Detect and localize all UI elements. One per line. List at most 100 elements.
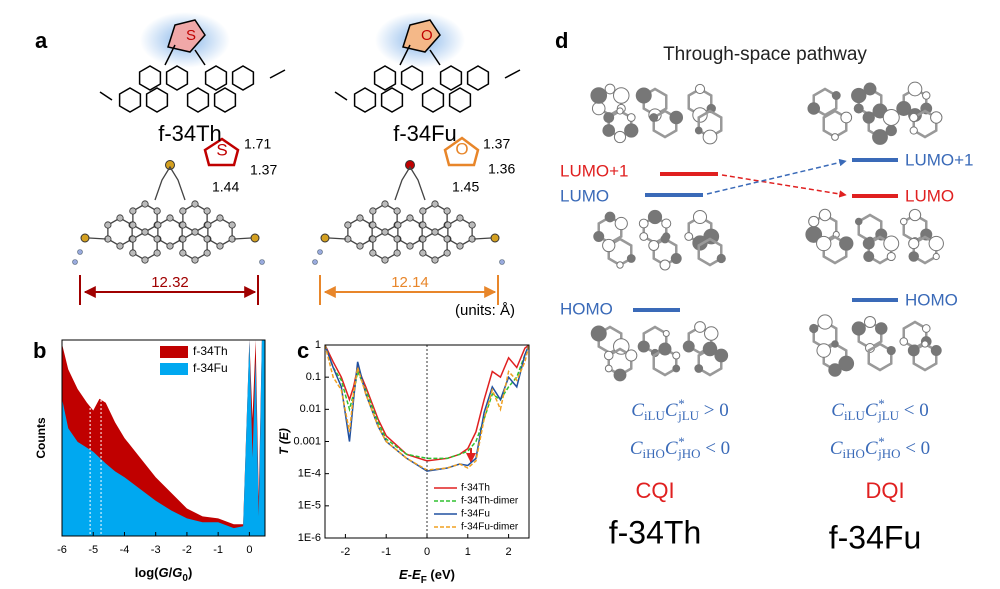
formula-part: jLU <box>677 408 700 423</box>
atom <box>381 256 389 264</box>
atom <box>179 249 187 257</box>
formula-part: * <box>878 434 885 449</box>
legend-label: f-34Th <box>193 344 228 358</box>
atom <box>468 221 476 229</box>
label-part: F <box>421 575 427 586</box>
formula-part: C <box>865 400 878 421</box>
atom <box>419 207 427 215</box>
atom <box>203 235 211 243</box>
orbital <box>614 216 628 231</box>
hydrogen <box>77 249 83 255</box>
orbital <box>899 217 908 226</box>
orbital <box>602 124 616 137</box>
x-tick-label: -5 <box>88 544 98 556</box>
x-axis-label: E-EF (eV) <box>399 567 455 585</box>
atom <box>419 235 427 243</box>
legend-label: f-34Fu <box>461 509 490 520</box>
atom <box>179 221 187 229</box>
x-axis-label: log(G/G0) <box>135 565 193 583</box>
orbital <box>692 235 708 251</box>
orbital <box>593 231 605 242</box>
y-tick-label: 1 <box>315 339 321 351</box>
orbital <box>885 124 897 137</box>
label-part: ) <box>188 565 192 580</box>
atom: S <box>186 27 196 44</box>
x-tick-label: -2 <box>182 544 192 556</box>
bond-length: 1.37 <box>250 162 277 178</box>
orbital <box>909 126 918 135</box>
orbital <box>839 236 854 251</box>
orbital <box>909 112 919 123</box>
atom <box>191 228 199 236</box>
atom <box>165 160 175 170</box>
y-tick-label: 1E-6 <box>298 532 321 544</box>
ring <box>372 231 398 261</box>
formula-part: < 0 <box>700 438 730 459</box>
orbital <box>692 209 708 225</box>
bond <box>504 69 521 79</box>
atom <box>116 242 124 250</box>
label-part: (eV) <box>427 567 455 582</box>
orbital <box>817 314 833 330</box>
orbital <box>639 232 649 241</box>
panel-label: a <box>35 28 48 53</box>
formula-part: C <box>865 438 878 459</box>
orbital <box>702 129 718 145</box>
bond <box>328 237 347 240</box>
ring <box>466 65 490 91</box>
orbital <box>662 329 670 338</box>
legend-label: f-34Fu-dimer <box>461 522 519 533</box>
orbital <box>694 83 706 95</box>
orbital <box>647 209 663 225</box>
atom <box>320 233 330 243</box>
y-tick-label: 1E-5 <box>298 500 321 512</box>
orbital <box>658 342 672 356</box>
atom <box>116 214 124 222</box>
orbital <box>840 111 853 124</box>
hydrogen <box>72 259 78 265</box>
orbital <box>613 130 627 144</box>
ring <box>439 65 463 91</box>
bond <box>99 91 113 101</box>
atom <box>228 221 236 229</box>
charts: b-6 -5 -4 -3 -2 -1 0log(G/G0)Countsf-34Thf-34F… <box>33 338 530 586</box>
hydrogen <box>259 259 265 265</box>
atom <box>369 249 377 257</box>
orbital <box>863 82 877 96</box>
plot <box>62 340 265 536</box>
x-tick-label: -2 <box>341 546 351 558</box>
orbital <box>638 218 649 229</box>
ring <box>132 203 158 233</box>
atom <box>431 256 439 264</box>
ring <box>448 87 472 113</box>
orbital <box>625 349 638 362</box>
line <box>325 345 529 472</box>
ring <box>353 87 377 113</box>
ring <box>697 237 723 267</box>
distance: 12.14 <box>391 274 429 291</box>
orbital <box>808 215 820 228</box>
bond <box>88 237 107 240</box>
line <box>325 345 529 471</box>
bond-length: 1.36 <box>488 161 515 177</box>
formula-part: jLU <box>877 408 900 423</box>
hydrogen <box>317 249 323 255</box>
atom <box>191 256 199 264</box>
ring <box>138 65 162 91</box>
orbital <box>886 251 896 262</box>
atom <box>356 242 364 250</box>
orbital <box>591 101 606 116</box>
label-part: / <box>169 565 173 580</box>
atom <box>153 235 161 243</box>
orbital <box>928 235 944 252</box>
formula: CiLUC* jLU < 0 <box>831 396 929 423</box>
ring <box>107 217 133 247</box>
hydrogen <box>499 259 505 265</box>
atom <box>191 200 199 208</box>
orbital <box>603 112 615 123</box>
formula-part: iHO <box>643 446 665 461</box>
atom <box>406 214 414 222</box>
orbital <box>672 364 681 373</box>
distance: 12.32 <box>151 274 189 291</box>
